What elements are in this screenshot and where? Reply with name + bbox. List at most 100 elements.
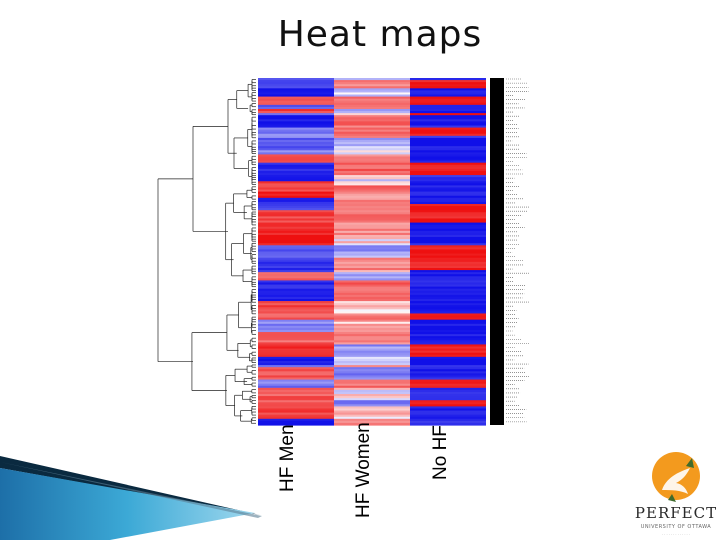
heatmap-cell (258, 278, 334, 282)
heatmap-cell (410, 150, 486, 153)
heatmap-cell (258, 299, 334, 302)
heatmap-cell (410, 350, 486, 354)
heatmap-cell (410, 348, 486, 352)
heatmap-cell (334, 410, 410, 414)
heatmap-cell (334, 332, 410, 335)
heatmap-cell (410, 144, 486, 147)
heatmap-cell (410, 195, 486, 199)
heatmap-cell (334, 400, 410, 403)
heatmap-cell (258, 111, 334, 114)
heatmap-cell (334, 338, 410, 341)
heatmap-cell (258, 315, 334, 319)
heatmap-cell (410, 305, 486, 308)
heatmap-cell (258, 199, 334, 203)
heatmap-cell (258, 358, 334, 362)
heatmap-cell (410, 404, 486, 408)
heatmap-cell (410, 255, 486, 259)
heatmap-cell (410, 197, 486, 201)
heatmap-cell (258, 360, 334, 364)
heatmap-cell (334, 251, 410, 255)
heatmap-cell (410, 272, 486, 275)
heatmap-cell (410, 102, 486, 106)
heatmap-cell (334, 290, 410, 294)
heatmap-cell (258, 113, 334, 116)
heatmap-cell (258, 259, 334, 263)
heatmap-cell (334, 191, 410, 195)
heatmap-cell (410, 212, 486, 215)
heatmap-cell (258, 241, 334, 244)
heatmap-cell (258, 218, 334, 222)
heatmap-cell (258, 212, 334, 215)
heatmap-cell (258, 369, 334, 372)
heatmap-cell (334, 303, 410, 306)
heatmap-cell (410, 123, 486, 127)
heatmap-cell (334, 272, 410, 275)
heatmap-cell (410, 334, 486, 337)
heatmap-cell (410, 311, 486, 315)
heatmap-cell (410, 129, 486, 133)
heatmap-cell (410, 290, 486, 294)
heatmap-cell (334, 422, 410, 426)
heatmap-cell (410, 352, 486, 356)
heatmap-cell (410, 332, 486, 335)
heatmap-cell (258, 150, 334, 153)
heatmap-cell (258, 104, 334, 108)
heatmap-cell (258, 257, 334, 261)
heatmap-cell (258, 226, 334, 230)
heatmap-cell (258, 100, 334, 104)
heatmap-cell (334, 358, 410, 362)
heatmap-cell (410, 131, 486, 135)
heatmap-cell (258, 237, 334, 240)
heatmap-cell (258, 243, 334, 246)
heatmap-cell (334, 299, 410, 302)
heatmap-cell (258, 133, 334, 137)
heatmap-cell (334, 344, 410, 348)
heatmap-cell (258, 340, 334, 343)
heatmap-cell (410, 420, 486, 424)
heatmap-cell (258, 356, 334, 360)
heatmap-cell (258, 121, 334, 125)
heatmap-cell (258, 329, 334, 333)
heatmap-cell (410, 340, 486, 343)
heatmap-cell (258, 305, 334, 308)
heatmap-cell (334, 241, 410, 244)
heatmap-cell (410, 408, 486, 412)
heatmap-cell (258, 197, 334, 201)
heatmap-cell (258, 396, 334, 399)
heatmap-cell (258, 377, 334, 381)
heatmap-cell (410, 127, 486, 131)
heatmap-cell (334, 185, 410, 189)
heatmap-cell (410, 115, 486, 118)
heatmap-cell (410, 121, 486, 125)
heatmap-cell (334, 226, 410, 230)
heatmap-cell (410, 199, 486, 203)
heatmap-cell (258, 152, 334, 156)
heatmap-cell (334, 406, 410, 410)
heatmap-cell (410, 369, 486, 372)
heatmap-cell (410, 216, 486, 220)
heatmap-cell (334, 154, 410, 158)
heatmap-cell (334, 104, 410, 108)
heatmap-cell (410, 78, 486, 81)
heatmap-cell (334, 115, 410, 118)
heatmap-cell (334, 146, 410, 149)
heatmap-cell (258, 206, 334, 209)
heatmap-cell (258, 406, 334, 410)
heatmap-cell (410, 360, 486, 364)
heatmap-cell (258, 142, 334, 145)
heatmap-cell (258, 422, 334, 426)
heatmap-cells (258, 78, 504, 426)
heatmap-cell (410, 410, 486, 414)
heatmap-cell (334, 216, 410, 220)
heatmap-cell (258, 185, 334, 189)
heatmap-cell (258, 385, 334, 389)
heatmap-cell (258, 203, 334, 207)
heatmap-cell (334, 340, 410, 343)
heatmap-cell (410, 111, 486, 114)
heatmap-cell (334, 313, 410, 317)
heatmap-cell (410, 282, 486, 286)
heatmap-cell (410, 100, 486, 104)
heatmap-cell (334, 253, 410, 257)
heatmap-cell (334, 371, 410, 374)
